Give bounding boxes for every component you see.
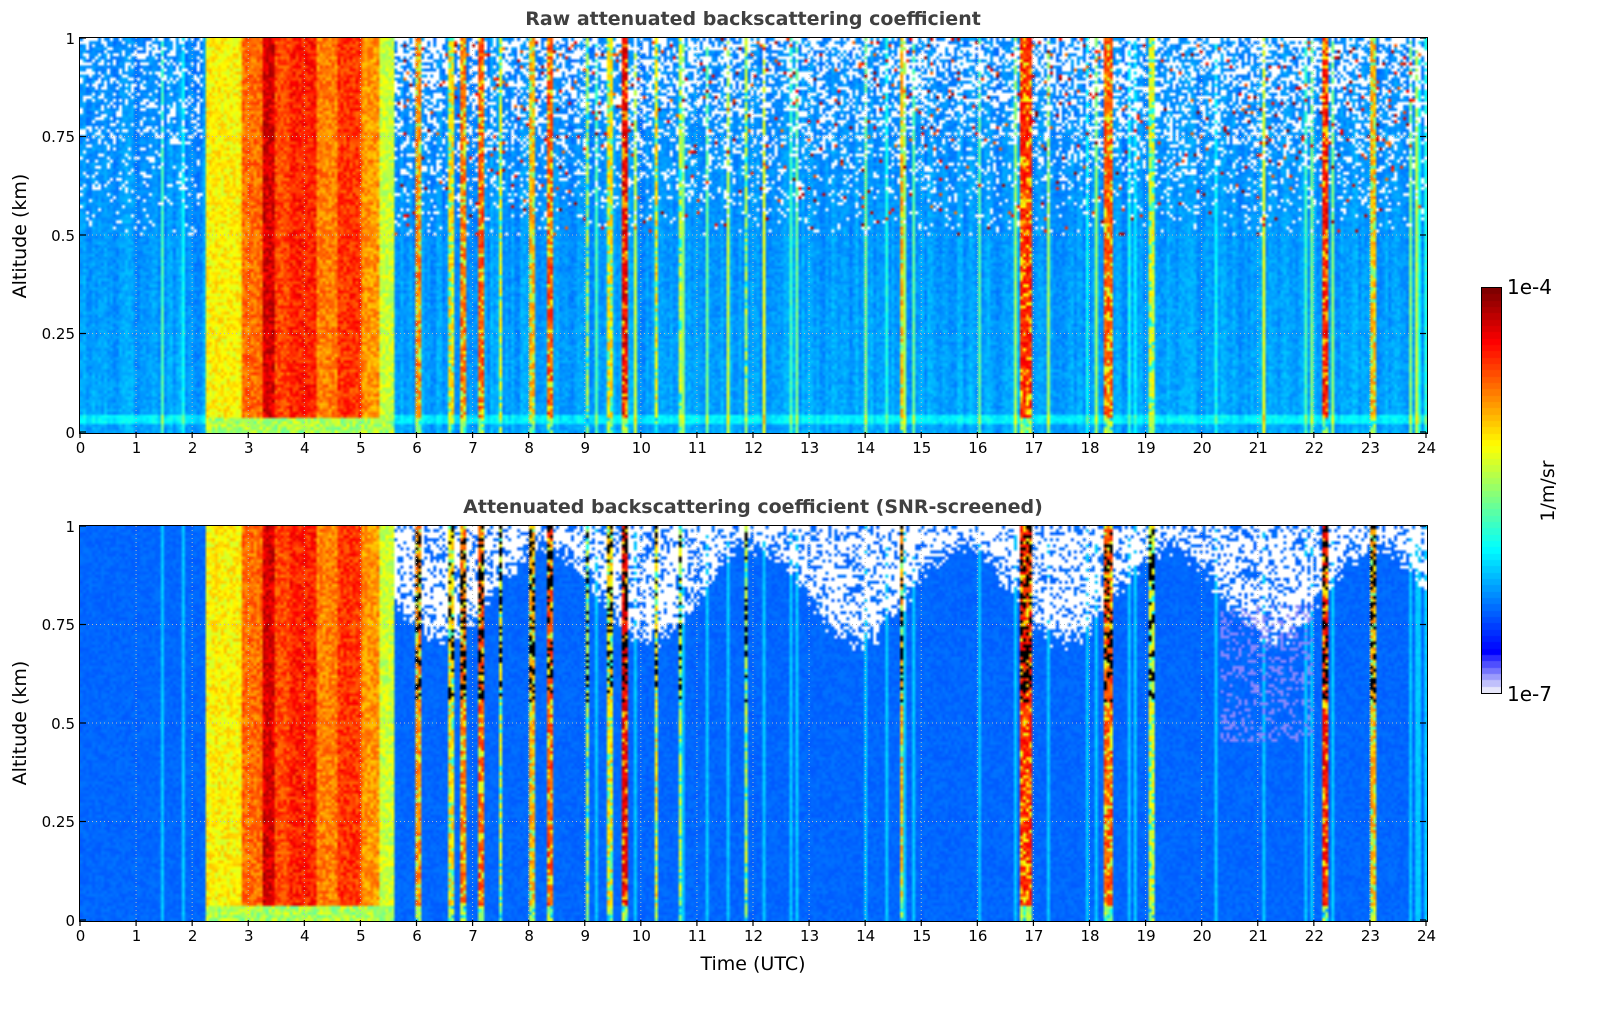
x-tick-label: 22 [1304, 927, 1324, 945]
y-tick-label: 1 [65, 517, 75, 536]
x-tick-label: 11 [687, 439, 707, 457]
x-tick-label: 16 [968, 927, 988, 945]
y-tick-label: 0.5 [51, 226, 75, 245]
x-tick-label: 24 [1416, 439, 1437, 457]
x-tick-label: 8 [524, 927, 534, 945]
x-tick-label: 3 [243, 927, 254, 945]
panel-2-grid [79, 525, 1427, 926]
y-tick-label: 1 [65, 29, 75, 48]
x-tick-label: 0 [75, 439, 86, 457]
x-tick-label: 20 [1192, 927, 1212, 945]
panel-2-heatmap [79, 525, 1428, 926]
panel-1-grid [79, 37, 1427, 438]
x-tick-label: 21 [1248, 439, 1268, 457]
x-tick-label: 12 [743, 439, 764, 457]
x-tick-label: 1 [131, 439, 142, 457]
x-tick-label: 20 [1192, 439, 1212, 457]
y-tick-label: 0.25 [41, 813, 75, 831]
x-tick-label: 4 [300, 927, 310, 945]
x-tick-label: 17 [1024, 439, 1044, 457]
x-tick-label: 14 [856, 439, 876, 457]
colorbar-unit-label: 1/m/sr [1537, 460, 1559, 522]
x-tick-label: 23 [1360, 927, 1380, 945]
x-tick-label: 14 [856, 927, 876, 945]
colorbar-max-label: 1e-4 [1507, 275, 1552, 299]
x-tick-label: 7 [468, 439, 478, 457]
x-tick-label: 23 [1360, 439, 1380, 457]
x-tick-label: 22 [1304, 439, 1324, 457]
y-tick-label: 0.75 [41, 616, 75, 634]
x-tick-label: 18 [1080, 439, 1100, 457]
y-tick-label: 0.25 [41, 325, 75, 343]
x-tick-label: 17 [1024, 927, 1044, 945]
colorbar-min-label: 1e-7 [1507, 682, 1552, 706]
x-tick-label: 9 [580, 439, 591, 457]
y-tick-label: 0.75 [41, 128, 75, 146]
x-tick-label: 11 [687, 927, 707, 945]
x-tick-label: 6 [412, 927, 422, 945]
x-tick-label: 16 [968, 439, 988, 457]
x-tick-label: 19 [1136, 927, 1156, 945]
x-tick-label: 0 [75, 927, 86, 945]
x-tick-label: 15 [912, 927, 932, 945]
x-tick-label: 6 [412, 439, 422, 457]
y-tick-label: 0 [65, 423, 75, 442]
x-tick-label: 4 [300, 439, 310, 457]
x-tick-label: 2 [187, 439, 198, 457]
y-tick-label: 0.5 [51, 714, 75, 733]
panel-1-y-axis-label: Altitude (km) [9, 173, 31, 299]
panel-1-title: Raw attenuated backscattering coefficien… [525, 8, 981, 30]
x-tick-label: 13 [800, 439, 820, 457]
panel-1-heatmap [79, 37, 1428, 438]
x-tick-label: 8 [524, 439, 534, 457]
x-tick-label: 15 [912, 439, 932, 457]
x-tick-label: 7 [468, 927, 478, 945]
x-tick-label: 21 [1248, 927, 1268, 945]
panel-2-y-axis-label: Altitude (km) [9, 660, 31, 786]
x-tick-label: 3 [243, 439, 254, 457]
x-tick-label: 1 [131, 927, 142, 945]
y-tick-label: 0 [65, 911, 75, 930]
panel-2-title: Attenuated backscattering coefficient (S… [463, 496, 1043, 518]
x-tick-label: 24 [1416, 927, 1437, 945]
x-tick-label: 9 [580, 927, 591, 945]
x-tick-label: 5 [356, 439, 366, 457]
x-tick-label: 2 [187, 927, 198, 945]
colorbar [1481, 287, 1502, 694]
x-tick-label: 10 [631, 927, 651, 945]
x-tick-label: 18 [1080, 927, 1100, 945]
x-tick-label: 19 [1136, 439, 1156, 457]
x-axis-label: Time (UTC) [700, 953, 806, 975]
x-tick-label: 5 [356, 927, 366, 945]
x-tick-label: 13 [800, 927, 820, 945]
x-tick-label: 12 [743, 927, 764, 945]
colorbar-gradient [1482, 288, 1501, 693]
x-tick-label: 10 [631, 439, 651, 457]
